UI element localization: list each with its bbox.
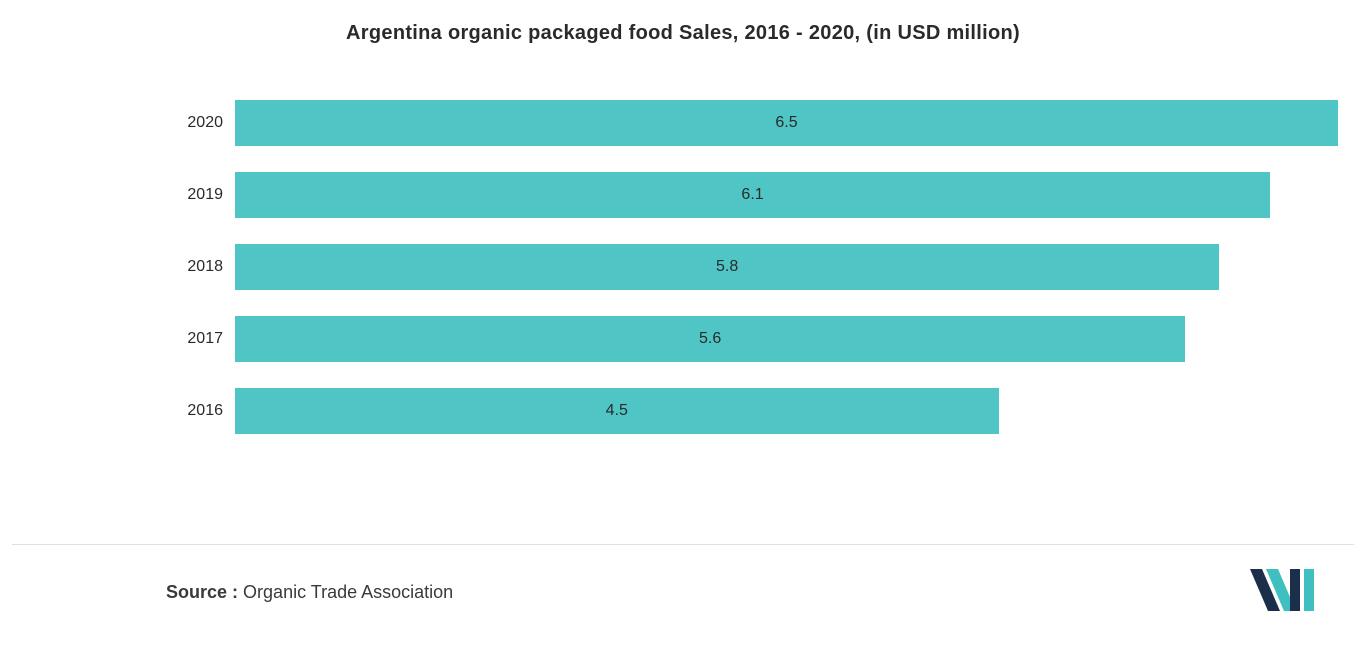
bar-row: 20175.6: [235, 316, 1338, 362]
logo-bar-2: [1304, 569, 1314, 611]
source-label: Source :: [166, 582, 238, 602]
bar: 6.1: [235, 172, 1270, 218]
bars-area: 20206.5 20196.1 20185.8 20175.6 20164.5: [235, 100, 1338, 440]
bar-year-label: 2017: [175, 330, 223, 348]
bar-row: 20185.8: [235, 244, 1338, 290]
bar-year-label: 2020: [175, 114, 223, 132]
logo-bar-1: [1290, 569, 1300, 611]
separator: [12, 544, 1354, 545]
bar: 5.8: [235, 244, 1219, 290]
chart-container: Argentina organic packaged food Sales, 2…: [0, 0, 1366, 655]
brand-logo: [1246, 567, 1318, 613]
chart-title: Argentina organic packaged food Sales, 2…: [0, 22, 1366, 45]
bar: 5.6: [235, 316, 1185, 362]
bar-year-label: 2016: [175, 402, 223, 420]
bar-year-label: 2018: [175, 258, 223, 276]
bar-row: 20164.5: [235, 388, 1338, 434]
source-line: Source : Organic Trade Association: [166, 582, 453, 603]
bar-row: 20206.5: [235, 100, 1338, 146]
bar-year-label: 2019: [175, 186, 223, 204]
bar-row: 20196.1: [235, 172, 1338, 218]
bar: 4.5: [235, 388, 999, 434]
bar: 6.5: [235, 100, 1338, 146]
source-text: Organic Trade Association: [243, 582, 453, 602]
